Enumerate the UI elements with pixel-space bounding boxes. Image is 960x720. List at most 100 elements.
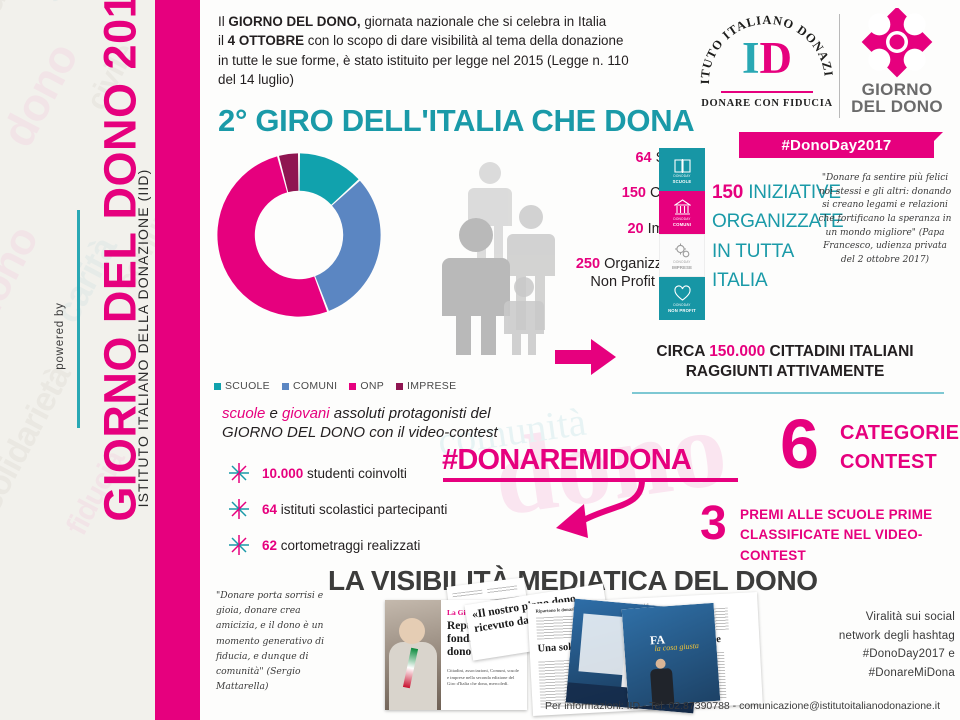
badge-kicker-0: DONODAY <box>673 173 691 178</box>
donut-slice-imprese <box>279 153 299 193</box>
scuole-line2: GIORNO DEL DONO con il video-contest <box>222 424 498 442</box>
legend-item-onp: ONP <box>349 380 384 392</box>
badge-kicker-3: DONODAY <box>673 302 691 307</box>
iniziative-callout: 150 INIZIATIVE ORGANIZZATE IN TUTTA ITAL… <box>712 178 852 296</box>
press-clipping-tv2: FA la cosa giusta <box>621 602 721 708</box>
cittadini-number: 150.000 <box>709 343 766 360</box>
mattarella-quote-text: "Donare porta sorrisi e gioia, donare cr… <box>216 590 325 677</box>
mattarella-quote: "Donare porta sorrisi e gioia, donare cr… <box>216 588 344 694</box>
legend-label-scuole: SCUOLE <box>225 380 270 392</box>
mattarella-quote-attribution: (Sergio Mattarella) <box>216 665 301 693</box>
legend-label-onp: ONP <box>360 380 385 392</box>
iniziative-line3: IN TUTTA ITALIA <box>712 240 794 292</box>
contest-six-line2: CONTEST <box>840 451 937 473</box>
contest-three-line2: CLASSIFICATE NEL VIDEO-CONTEST <box>740 527 923 563</box>
intro-line3: in tutte le sue forme, è stato istituito… <box>218 52 629 68</box>
bullet-item-1: 64 istituti scolastici partecipanti <box>228 491 528 527</box>
intro-line1-post: giornata nazionale che si celebra in Ita… <box>360 14 607 29</box>
sidebar-accent-bar <box>155 0 200 720</box>
badge-label-2: IMPRESE <box>671 264 693 270</box>
iid-monogram: ID <box>699 36 835 81</box>
contest-six-line1: CATEGORIE <box>840 422 960 444</box>
badge-scuole: DONODAY SCUOLE <box>659 148 705 191</box>
logo-block: ISTITUTO ITALIANO DONAZIONE ID DONARE CO… <box>695 6 947 158</box>
scuole-hl2: giovani <box>282 405 330 422</box>
asterisk-icon <box>229 535 249 555</box>
stat-number-0: 64 <box>635 150 652 166</box>
contest-six-number: 6 <box>780 405 819 483</box>
donut-slice-comuni <box>315 180 381 311</box>
cittadini-post: CITTADINI ITALIANI <box>765 343 914 360</box>
bullet-number-1: 64 <box>262 501 278 517</box>
iid-monogram-i: I <box>741 33 760 83</box>
intro-line2-post: con lo scopo di dare visibilità al tema … <box>304 33 624 49</box>
iniziative-number: 150 <box>712 182 744 203</box>
sidebar: dono sociale dono civile dono carità com… <box>0 0 200 720</box>
iid-tagline: DONARE CON FIDUCIA <box>701 98 833 109</box>
columns-icon <box>673 198 691 215</box>
contest-three-number: 3 <box>700 497 727 550</box>
bullet-label-0: studenti coinvolti <box>303 465 407 481</box>
cittadini-divider <box>632 392 944 394</box>
bullet-list: 10.000 studenti coinvolti 64 istituti sco… <box>228 455 528 563</box>
intro-line2-bold: 4 OTTOBRE <box>227 33 305 49</box>
bullet-item-0: 10.000 studenti coinvolti <box>228 455 528 491</box>
arrow-curve-down-left-icon <box>556 479 645 538</box>
bullet-text-2: 62 cortometraggi realizzati <box>262 538 420 553</box>
scuole-hl1: scuole <box>222 405 266 422</box>
people-silhouettes-icon <box>442 162 555 355</box>
stat-number-1: 150 <box>621 185 646 202</box>
iid-underline <box>721 91 813 93</box>
stat-number-3: 250 <box>575 256 601 273</box>
badge-column: DONODAY SCUOLE DONODAY COMUNI DONODAY IMPRESE… <box>659 148 705 320</box>
footer-contact: Per informazioni: IID - Tel. 02.87390788… <box>544 700 941 712</box>
repubblica-photo-head <box>399 618 425 644</box>
main-content: Il GIORNO DEL DONO, giornata nazionale c… <box>200 0 960 720</box>
section-title-giro: 2° GIRO DELL'ITALIA CHE DONA <box>218 103 695 138</box>
bullet-number-0: 10.000 <box>262 465 304 481</box>
intro-line1-bold: GIORNO DEL DONO, <box>228 14 361 29</box>
arrow-right-icon <box>555 339 616 375</box>
legend-item-comuni: COMUNI <box>281 380 337 392</box>
pope-quote-text: "Donare fa sentire più felici noi stessi… <box>818 173 952 238</box>
bullet-item-2: 62 cortometraggi realizzati <box>228 527 528 563</box>
legend-swatch-comuni <box>281 382 289 390</box>
gdd-wordmark: GIORNO DEL DONO <box>849 81 945 116</box>
badge-non-profit: DONODAY NON PROFIT <box>659 277 705 320</box>
intro-line1-pre: Il <box>218 14 229 29</box>
pope-quote-attribution: (Papa Francesco, udienza privata del 2 o… <box>823 227 947 266</box>
legend-swatch-imprese <box>396 382 404 390</box>
viralita-text: Viralità sui social network degli hashta… <box>838 611 955 679</box>
gdd-diamond-icon <box>861 8 933 78</box>
heart-icon <box>673 284 691 301</box>
bullet-text-0: 10.000 studenti coinvolti <box>262 466 407 481</box>
legend-swatch-scuole <box>214 382 221 390</box>
donut-chart-svg <box>217 153 381 317</box>
gdd-logo: GIORNO DEL DONO <box>849 8 945 116</box>
badge-kicker-1: DONODAY <box>673 216 691 221</box>
cittadini-line2: RAGGIUNTI ATTIVAMENTE <box>685 363 885 381</box>
book-icon <box>673 158 691 173</box>
pope-quote: "Donare fa sentire più felici noi stessi… <box>817 172 953 268</box>
sidebar-organization: ISTITUTO ITALIANO DELLA DONAZIONE (IID) <box>135 168 151 508</box>
badge-comuni: DONODAY COMUNI <box>659 191 705 234</box>
badge-label-3: NON PROFIT <box>668 307 696 313</box>
asterisk-icon <box>229 463 249 483</box>
legend-item-imprese: IMPRESE <box>396 380 456 392</box>
logo-divider <box>839 14 840 118</box>
stat-number-2: 20 <box>627 220 644 237</box>
contest-three-labels: PREMI ALLE SCUOLE PRIME CLASSIFICATE NEL… <box>740 505 960 566</box>
repubblica-photo <box>385 600 441 710</box>
cittadini-callout: CIRCA 150.000 CITTADINI ITALIANI RAGGIUN… <box>625 342 945 383</box>
badge-kicker-2: DONODAY <box>673 259 691 264</box>
scuole-mid: e <box>265 405 283 422</box>
legend-swatch-onp <box>349 382 357 390</box>
contest-six-labels: CATEGORIE CONTEST <box>840 419 959 477</box>
gears-icon <box>674 243 689 257</box>
donut-chart-legend: SCUOLE COMUNI ONP IMPRESE <box>214 380 456 392</box>
intro-line2-pre: il <box>218 33 228 49</box>
asterisk-icon <box>229 499 249 519</box>
hashtag-donaremidona: #DONAREMIDONA <box>442 444 692 476</box>
bullet-label-1: istituti scolastici partecipanti <box>277 501 448 517</box>
